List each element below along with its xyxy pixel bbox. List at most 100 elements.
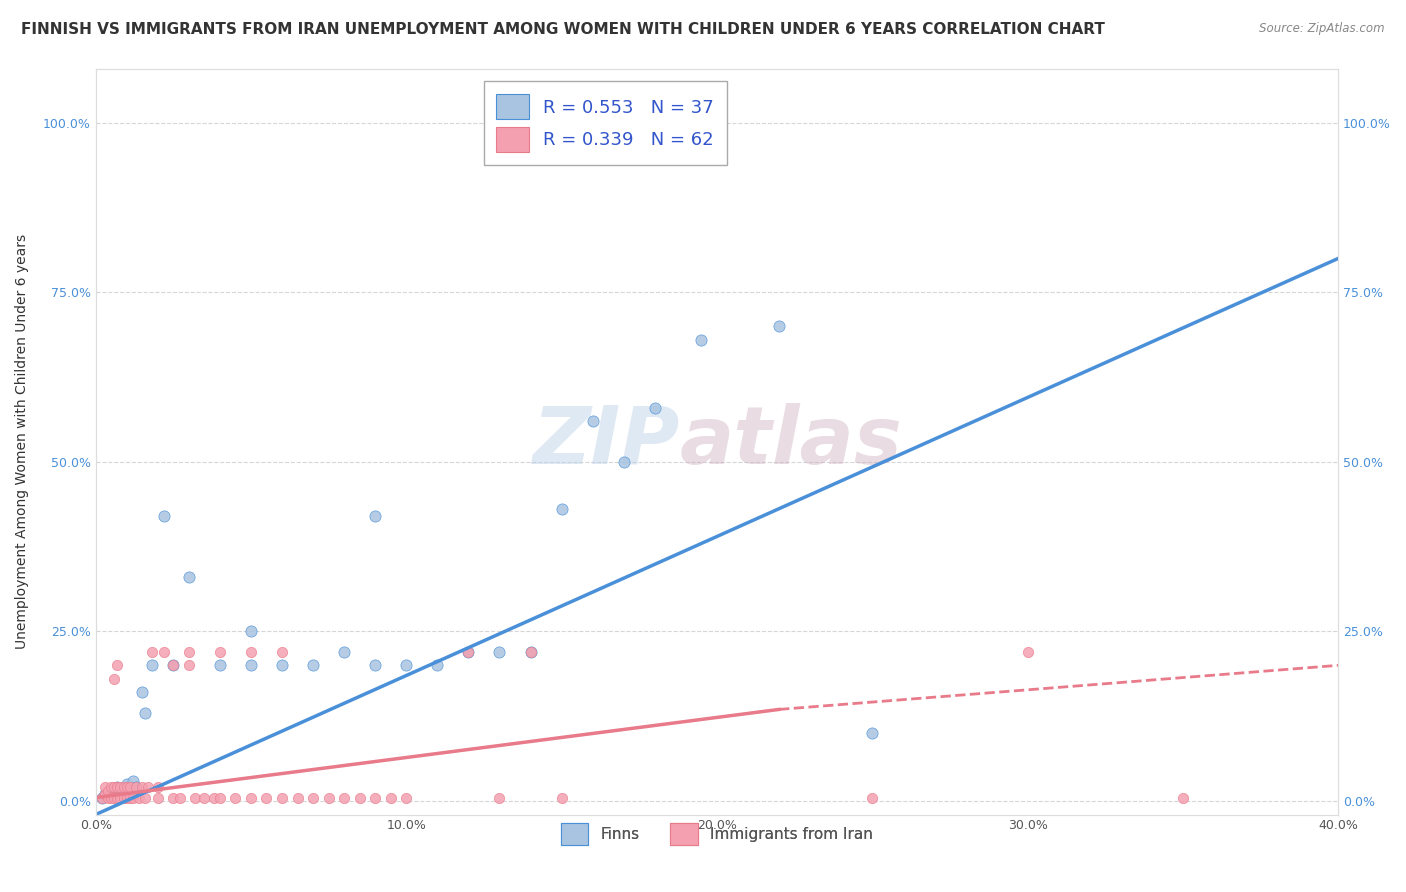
- Point: [860, 790, 883, 805]
- Point: [90, 790, 112, 805]
- Point: [105, 790, 128, 805]
- Point: [131, 685, 153, 699]
- Point: [302, 790, 325, 805]
- Point: [488, 790, 510, 805]
- Point: [426, 658, 449, 673]
- Point: [550, 790, 572, 805]
- Point: [519, 645, 541, 659]
- Point: [208, 658, 231, 673]
- Point: [128, 790, 150, 805]
- Point: [302, 658, 325, 673]
- Point: [395, 790, 418, 805]
- Point: [208, 645, 231, 659]
- Point: [239, 645, 262, 659]
- Point: [105, 780, 128, 795]
- Point: [97, 784, 120, 798]
- Point: [146, 790, 169, 805]
- Point: [115, 777, 138, 791]
- Point: [364, 658, 387, 673]
- Point: [118, 790, 141, 805]
- Point: [110, 780, 132, 795]
- Point: [103, 672, 125, 686]
- Point: [193, 790, 215, 805]
- Point: [457, 645, 479, 659]
- Point: [112, 781, 135, 796]
- Point: [318, 790, 340, 805]
- Point: [90, 790, 112, 805]
- Point: [100, 790, 122, 805]
- Point: [364, 509, 387, 524]
- Point: [208, 790, 231, 805]
- Text: atlas: atlas: [679, 402, 903, 481]
- Point: [134, 706, 156, 720]
- Point: [122, 790, 145, 805]
- Point: [115, 790, 138, 805]
- Point: [333, 790, 356, 805]
- Point: [162, 790, 184, 805]
- Point: [690, 333, 713, 347]
- Point: [100, 784, 122, 798]
- Point: [177, 658, 200, 673]
- Point: [97, 789, 120, 803]
- Point: [860, 726, 883, 740]
- Point: [333, 645, 356, 659]
- Point: [457, 645, 479, 659]
- Point: [153, 645, 176, 659]
- Point: [644, 401, 666, 415]
- Point: [202, 790, 225, 805]
- Point: [105, 658, 128, 673]
- Point: [103, 780, 125, 795]
- Point: [110, 790, 132, 805]
- Point: [103, 790, 125, 805]
- Point: [103, 787, 125, 801]
- Point: [162, 658, 184, 673]
- Point: [184, 790, 207, 805]
- Point: [239, 790, 262, 805]
- Point: [1171, 790, 1194, 805]
- Point: [364, 790, 387, 805]
- Point: [519, 645, 541, 659]
- Point: [110, 784, 132, 798]
- Point: [169, 790, 191, 805]
- Point: [550, 502, 572, 516]
- Point: [141, 645, 163, 659]
- Point: [97, 790, 120, 805]
- Point: [115, 780, 138, 795]
- Legend: Finns, Immigrants from Iran: Finns, Immigrants from Iran: [550, 813, 883, 855]
- Point: [100, 780, 122, 795]
- Point: [256, 790, 278, 805]
- Point: [239, 658, 262, 673]
- Point: [349, 790, 371, 805]
- Point: [271, 658, 294, 673]
- Point: [141, 658, 163, 673]
- Point: [118, 780, 141, 795]
- Point: [239, 624, 262, 639]
- Point: [488, 645, 510, 659]
- Text: FINNISH VS IMMIGRANTS FROM IRAN UNEMPLOYMENT AMONG WOMEN WITH CHILDREN UNDER 6 Y: FINNISH VS IMMIGRANTS FROM IRAN UNEMPLOY…: [21, 22, 1105, 37]
- Point: [177, 645, 200, 659]
- Point: [380, 790, 402, 805]
- Point: [125, 780, 148, 795]
- Point: [131, 780, 153, 795]
- Point: [94, 780, 117, 795]
- Point: [94, 787, 117, 801]
- Point: [224, 790, 246, 805]
- Point: [582, 414, 605, 428]
- Point: [162, 658, 184, 673]
- Point: [271, 645, 294, 659]
- Point: [134, 790, 156, 805]
- Point: [1017, 645, 1039, 659]
- Y-axis label: Unemployment Among Women with Children Under 6 years: Unemployment Among Women with Children U…: [15, 234, 30, 649]
- Text: Source: ZipAtlas.com: Source: ZipAtlas.com: [1260, 22, 1385, 36]
- Point: [177, 570, 200, 584]
- Point: [112, 790, 135, 805]
- Point: [94, 787, 117, 801]
- Point: [122, 773, 145, 788]
- Point: [125, 780, 148, 795]
- Point: [271, 790, 294, 805]
- Point: [112, 780, 135, 795]
- Point: [146, 780, 169, 795]
- Point: [395, 658, 418, 673]
- Text: ZIP: ZIP: [533, 402, 679, 481]
- Point: [287, 790, 309, 805]
